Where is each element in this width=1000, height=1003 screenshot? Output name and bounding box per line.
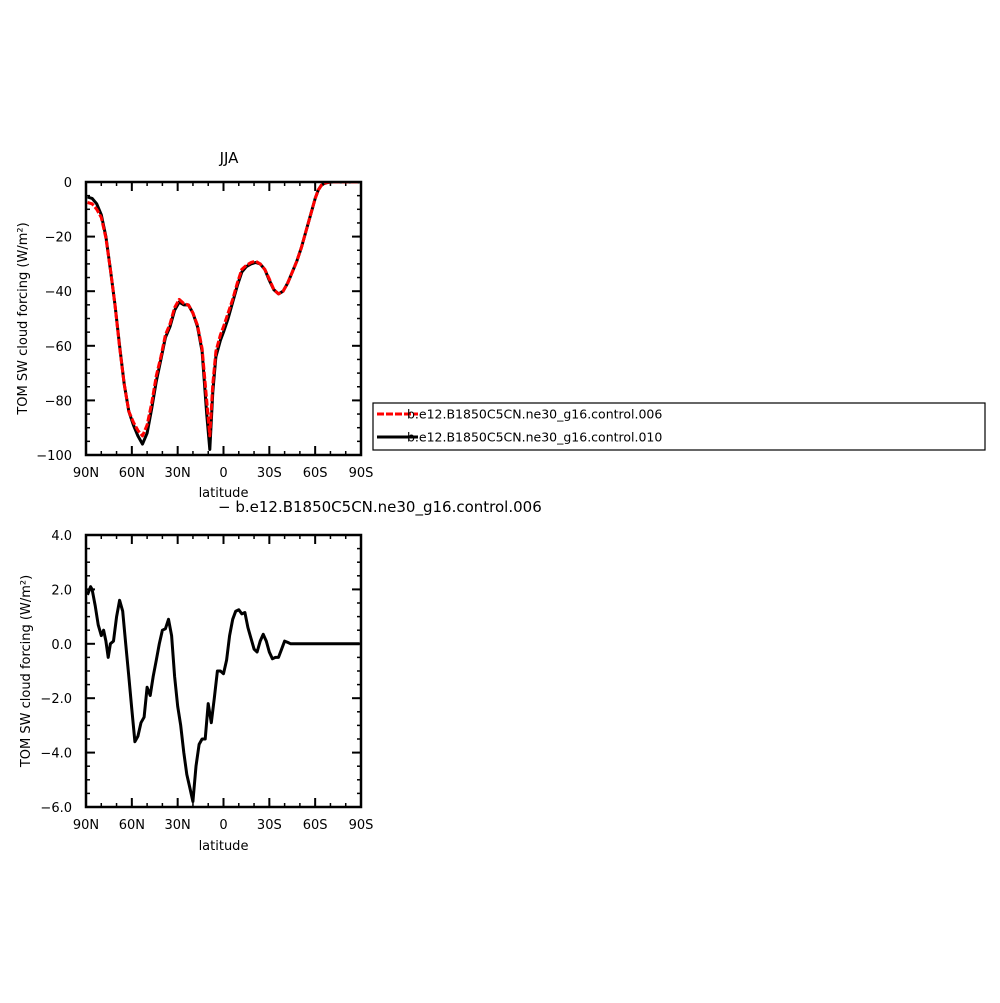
plot-frame (84, 180, 363, 457)
top-panel-jja: JJA 90N 60N 30N 0 30S 60S 90S 0 −20 −40 −60 −80 −100 l… (16, 149, 373, 501)
legend: b.e12.B1850C5CN.ne30_g16.control.006 b.e1… (372, 402, 986, 451)
legend-entry: b.e12.B1850C5CN.ne30_g16.control.006 (407, 407, 662, 422)
x-tick-label: 60S (303, 818, 328, 833)
y-tick-label: −40 (45, 285, 72, 300)
x-tick-label: 90N (73, 466, 99, 481)
series-line (87, 182, 360, 451)
x-tick-label: 0 (219, 818, 227, 833)
y-tick-label: 0 (64, 176, 72, 191)
x-tick-label: 30S (257, 466, 282, 481)
y-tick-label: −20 (45, 231, 72, 246)
y-tick-label: −100 (36, 449, 72, 464)
x-tick-label: 30N (165, 466, 191, 481)
legend-box (372, 402, 986, 451)
y-tick-label: −6.0 (40, 801, 72, 816)
x-tick-label: 90N (73, 818, 99, 833)
y-tick-label: −60 (45, 340, 72, 355)
x-tick-label: 0 (219, 466, 227, 481)
y-tick-label: −2.0 (40, 692, 72, 707)
y-tick-label: −80 (45, 394, 72, 409)
y-axis-title: TOM SW cloud forcing (W/m²) (19, 575, 34, 768)
plot-frame (84, 533, 363, 809)
y-tick-label: 2.0 (51, 583, 72, 598)
x-tick-label: 60S (303, 466, 328, 481)
x-tick-label: 60N (119, 818, 145, 833)
y-tick-label: 4.0 (51, 529, 72, 544)
y-axis-title: TOM SW cloud forcing (W/m²) (16, 222, 31, 415)
series-line (86, 585, 360, 804)
x-axis-title: latitude (199, 486, 249, 501)
x-tick-label: 30N (165, 818, 191, 833)
x-tick-label: 90S (349, 818, 374, 833)
x-tick-label: 30S (257, 818, 282, 833)
chart-title: − b.e12.B1850C5CN.ne30_g16.control.006 (218, 498, 542, 517)
y-tick-label: −4.0 (40, 747, 72, 762)
series-line (87, 182, 360, 438)
y-tick-label: 0.0 (51, 638, 72, 653)
bottom-panel-difference: − b.e12.B1850C5CN.ne30_g16.control.006 90… (19, 498, 542, 854)
x-tick-label: 60N (119, 466, 145, 481)
x-tick-label: 90S (349, 466, 374, 481)
x-axis-title: latitude (199, 839, 249, 854)
chart-title: JJA (219, 149, 240, 167)
legend-entry: b.e12.B1850C5CN.ne30_g16.control.010 (407, 430, 662, 445)
